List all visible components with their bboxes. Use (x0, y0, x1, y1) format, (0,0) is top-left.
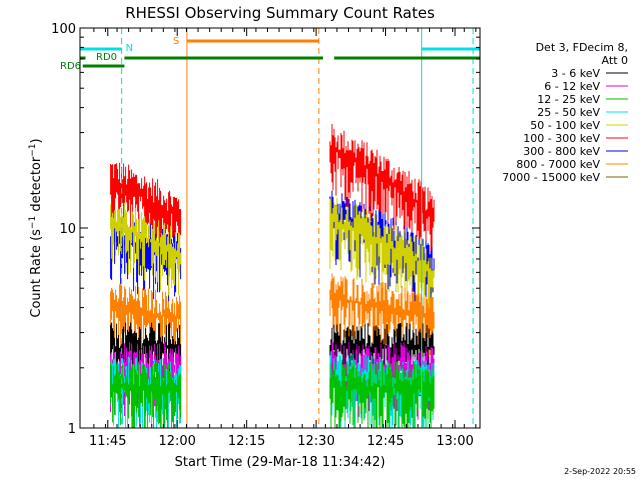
legend-header: Att 0 (602, 54, 628, 67)
series-trace-12-25keV (110, 361, 182, 428)
x-tick-label: 12:45 (367, 434, 404, 449)
legend-entry-label: 50 - 100 keV (530, 119, 600, 132)
x-axis: 11:45 12:00 12:15 12:30 12:45 13:00 (89, 28, 477, 449)
y-axis-label: Count Rate (s−1 detector−1) (28, 138, 44, 317)
x-tick-label: 12:30 (297, 434, 334, 449)
legend-entry-label: 12 - 25 keV (537, 93, 600, 106)
saa-flag-label: S (173, 36, 179, 47)
legend-entry-label: 6 - 12 keV (544, 80, 600, 93)
series-trace-100-300keV (329, 124, 435, 268)
legend-entry-label: 800 - 7000 keV (516, 158, 600, 171)
series-trace-50-100keV (329, 197, 435, 317)
plot-area: N S RD0 RD6 (60, 28, 480, 428)
series-trace-800-7000keV (110, 283, 182, 369)
rd0-flag-label: RD0 (96, 52, 117, 63)
night-flag-label: N (126, 43, 133, 54)
series-trace-12-25keV (329, 361, 435, 428)
legend-entry-label: 25 - 50 keV (537, 106, 600, 119)
legend-entry-label: 100 - 300 keV (523, 132, 600, 145)
chart-title: RHESSI Observing Summary Count Rates (125, 4, 435, 22)
series-trace-800-7000keV (329, 273, 435, 364)
x-axis-label: Start Time (29-Mar-18 11:34:42) (175, 455, 386, 470)
series-trace-50-100keV (110, 202, 182, 296)
y-tick-label: 10 (59, 222, 76, 237)
legend-entry-label: 7000 - 15000 keV (502, 171, 600, 184)
series-trace-100-300keV (110, 162, 182, 264)
x-tick-label: 11:45 (89, 434, 126, 449)
y-axis: 1 10 100 (51, 22, 480, 437)
y-tick-label: 1 (68, 422, 76, 437)
legend-entry-label: 300 - 800 keV (523, 145, 600, 158)
y-tick-label: 100 (51, 22, 76, 37)
x-tick-label: 12:00 (158, 434, 195, 449)
x-tick-label: 12:15 (228, 434, 265, 449)
x-tick-label: 13:00 (436, 434, 473, 449)
legend-header: Det 3, FDecim 8, (536, 41, 628, 54)
legend-entry-label: 3 - 6 keV (551, 67, 600, 80)
rd6-flag-label: RD6 (60, 61, 81, 72)
footer-date: 2-Sep-2022 20:55 (564, 467, 636, 476)
